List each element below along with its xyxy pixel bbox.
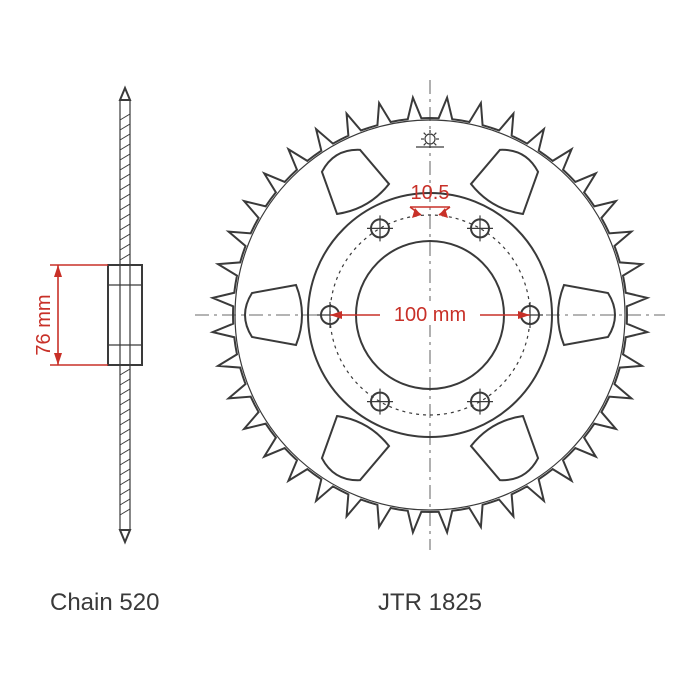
side-profile: 76 mm bbox=[33, 88, 142, 542]
chain-label: Chain 520 bbox=[50, 589, 159, 616]
sprocket-face: 100 mm 10.5 bbox=[195, 80, 665, 550]
dim-hub-width: 76 mm bbox=[33, 265, 108, 365]
dim-bolt-hole: 10.5 bbox=[410, 182, 450, 218]
sprocket-drawing: 76 mm Chain 520 bbox=[0, 0, 680, 680]
product-label: JTR 1825 bbox=[378, 589, 482, 616]
dim-hub-width-label: 76 mm bbox=[33, 294, 55, 355]
dim-bolt-circle-label: 100 mm bbox=[394, 304, 466, 326]
dim-bolt-circle: 100 mm bbox=[330, 301, 530, 326]
dim-bolt-hole-label: 10.5 bbox=[411, 182, 450, 204]
